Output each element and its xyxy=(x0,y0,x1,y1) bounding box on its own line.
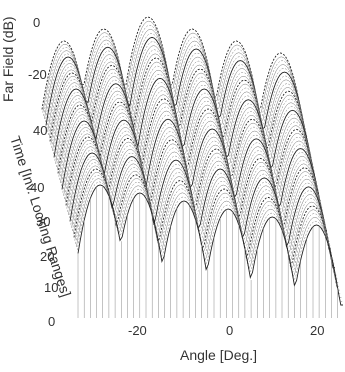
far-field-slice-14 xyxy=(66,139,332,253)
far-field-slice-41 xyxy=(44,33,311,153)
far-field-slice-40 xyxy=(45,36,312,157)
far-field-slice-43 xyxy=(43,24,309,145)
far-field-slice-18 xyxy=(63,127,329,239)
x-tick-2: 20 xyxy=(310,323,324,338)
far-field-slice-37 xyxy=(48,49,314,168)
y-tick-0: 40 xyxy=(30,180,44,195)
far-field-slice-44 xyxy=(42,20,308,141)
far-field-slice-17 xyxy=(64,130,330,242)
far-field-slice-22 xyxy=(60,110,326,224)
far-field-slice-28 xyxy=(55,86,321,201)
far-field-slice-13 xyxy=(67,143,333,257)
far-field-slice-26 xyxy=(56,94,323,209)
time-axis-drop-lines xyxy=(77,186,338,318)
far-field-slice-33 xyxy=(51,65,317,183)
far-field-slice-7 xyxy=(72,162,338,280)
waterfall-curves xyxy=(41,16,343,306)
far-field-slice-20 xyxy=(61,118,327,231)
far-field-slice-15 xyxy=(65,136,331,250)
far-field-slice-23 xyxy=(59,106,325,220)
far-field-slice-30 xyxy=(53,77,319,194)
y-tick-3: 10 xyxy=(44,280,58,295)
far-field-slice-39 xyxy=(46,41,312,160)
far-field-slice-19 xyxy=(62,123,328,235)
far-field-slice-12 xyxy=(68,146,334,261)
y-tick-4: 0 xyxy=(48,314,55,329)
far-field-slice-31 xyxy=(52,73,319,190)
far-field-slice-29 xyxy=(54,82,320,197)
far-field-slice-36 xyxy=(48,53,315,171)
far-field-slice-32 xyxy=(52,69,318,186)
z-tick-0: 0 xyxy=(33,15,40,30)
far-field-slice-9 xyxy=(70,155,336,272)
y-tick-2: 20 xyxy=(40,249,54,264)
far-field-slice-35 xyxy=(49,57,316,175)
far-field-slice-16 xyxy=(64,133,331,246)
z-axis-title: Far Field (dB) xyxy=(0,16,16,102)
z-tick-2: 40 xyxy=(33,123,47,138)
far-field-slice-38 xyxy=(47,45,313,164)
x-axis-title: Angle [Deg.] xyxy=(180,347,257,363)
far-field-slice-21 xyxy=(60,114,327,227)
far-field-slice-34 xyxy=(50,61,316,179)
far-field-slice-25 xyxy=(57,98,323,213)
far-field-slice-45 xyxy=(41,16,308,138)
far-field-slice-10 xyxy=(69,152,335,269)
far-field-slice-4 xyxy=(74,171,340,291)
far-field-slice-5 xyxy=(73,168,339,287)
z-tick-1: -20 xyxy=(28,67,47,82)
far-field-slice-11 xyxy=(68,149,335,265)
far-field-slice-42 xyxy=(44,29,310,149)
far-field-slice-0 xyxy=(77,184,343,306)
y-axis-title: Time [Inv. Locking Ranges] xyxy=(7,134,74,299)
x-tick-1: 0 xyxy=(226,323,233,338)
far-field-slice-24 xyxy=(58,102,324,216)
far-field-slice-8 xyxy=(71,159,337,276)
y-tick-1: 30 xyxy=(36,214,50,229)
far-field-slice-1 xyxy=(76,181,343,302)
far-field-slice-6 xyxy=(72,165,339,283)
far-field-slice-2 xyxy=(76,178,342,298)
x-tick-0: -20 xyxy=(128,323,147,338)
